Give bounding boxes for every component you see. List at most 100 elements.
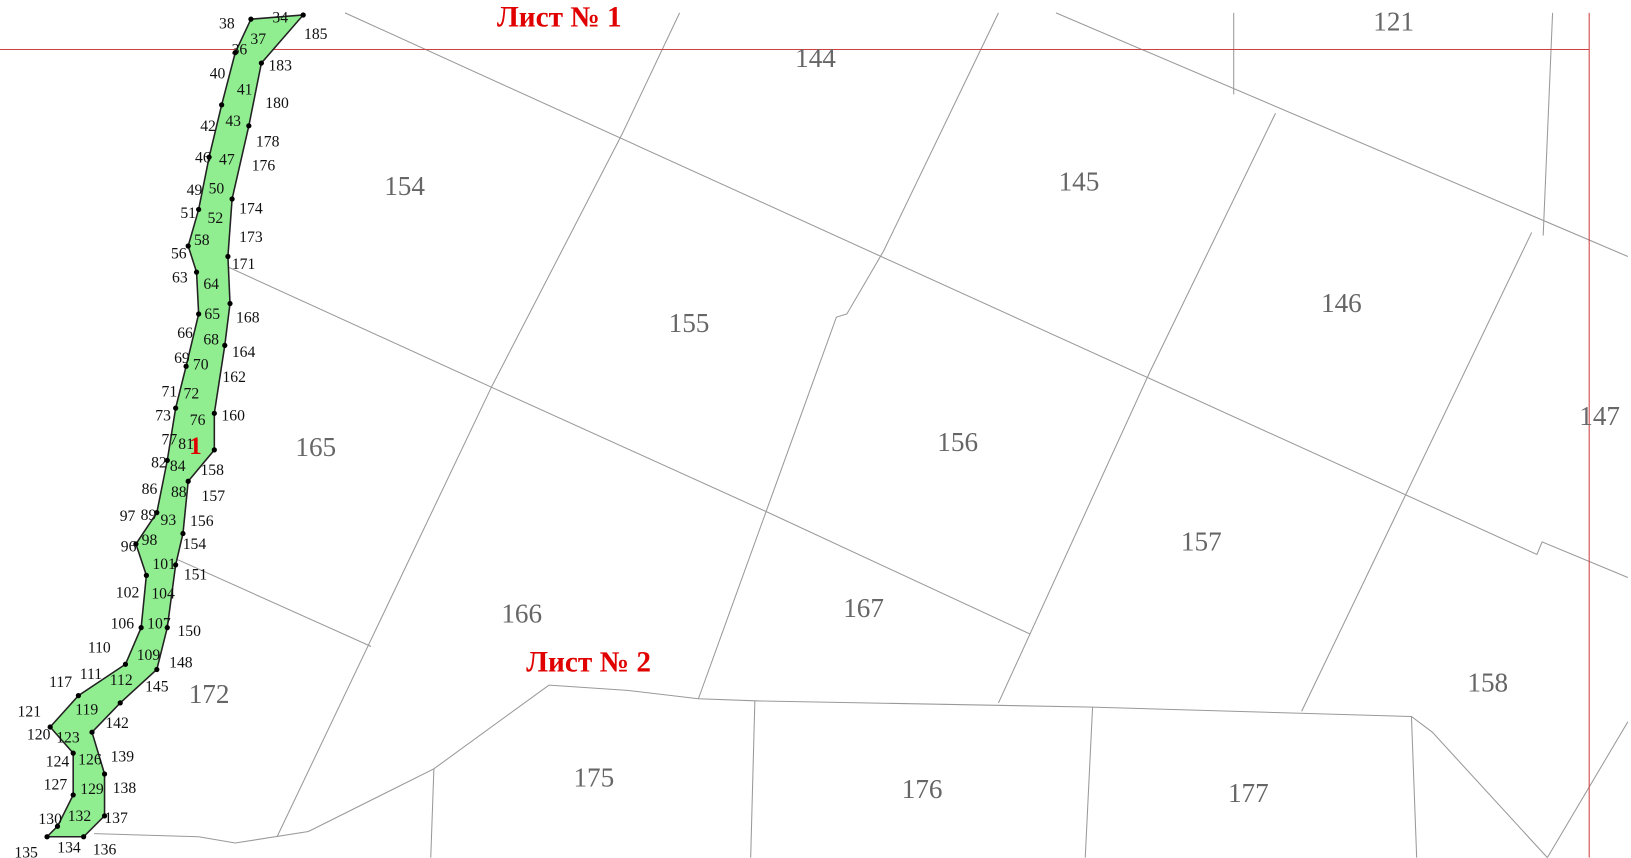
parcel-number: 146 (1321, 288, 1362, 318)
point-number: 160 (221, 408, 245, 425)
point-number: 158 (200, 462, 224, 479)
point-number: 96 (121, 538, 137, 555)
point-number: 63 (172, 270, 188, 287)
point-number: 42 (200, 118, 216, 135)
point-number: 171 (232, 256, 256, 273)
boundary-point (222, 342, 228, 348)
point-number: 121 (18, 704, 42, 721)
point-number: 168 (236, 309, 260, 326)
point-number: 34 (272, 9, 288, 26)
point-number: 136 (93, 842, 117, 858)
boundary-point (211, 447, 217, 453)
point-number: 127 (44, 777, 68, 794)
point-number: 112 (110, 672, 133, 689)
point-number: 119 (75, 701, 98, 718)
point-number: 120 (27, 727, 51, 744)
point-number: 142 (105, 715, 129, 732)
parcel-number: 172 (189, 679, 230, 709)
boundary-point (211, 410, 217, 416)
parcel-number: 165 (295, 432, 336, 462)
point-number: 49 (187, 182, 203, 199)
parcel-number: 154 (384, 171, 425, 201)
parcel-number: 121 (1373, 7, 1414, 37)
boundary-point (101, 813, 108, 819)
point-number: 129 (80, 781, 104, 798)
point-number: 151 (184, 567, 208, 584)
boundary-point (193, 269, 200, 275)
boundary-point (44, 834, 50, 840)
point-number: 56 (171, 246, 187, 263)
boundary-point (206, 154, 212, 160)
parcel-number: 177 (1228, 778, 1269, 808)
point-number: 71 (162, 384, 178, 401)
point-number: 145 (145, 678, 169, 695)
boundary-point (89, 729, 95, 735)
point-number: 36 (232, 42, 248, 59)
parcel-number: 147 (1579, 401, 1620, 431)
parcel-number: 167 (843, 593, 884, 623)
boundary-point (173, 405, 179, 411)
point-number: 69 (174, 350, 190, 367)
point-number: 82 (151, 455, 167, 472)
point-number: 157 (202, 488, 226, 505)
point-number: 134 (57, 839, 81, 856)
point-number: 89 (141, 507, 157, 524)
point-number: 88 (171, 484, 187, 501)
point-number: 46 (195, 149, 211, 166)
point-number: 76 (190, 412, 206, 429)
boundary-point (232, 50, 238, 56)
point-number: 93 (160, 512, 176, 529)
boundary-point (154, 510, 160, 516)
boundary-point (70, 750, 76, 756)
boundary-point (117, 700, 123, 706)
point-number: 98 (142, 532, 158, 549)
boundary-point (227, 300, 233, 307)
point-number: 139 (111, 748, 135, 765)
point-number: 104 (151, 585, 175, 602)
boundary-point (133, 541, 139, 547)
sheet-label: Лист № 2 (526, 647, 651, 679)
point-number: 164 (232, 344, 256, 361)
boundary-point (225, 253, 231, 260)
point-number: 162 (222, 369, 246, 386)
boundary-point (248, 16, 254, 22)
parcel-boundaries (0, 12, 1629, 858)
boundary-point (258, 60, 264, 66)
point-number: 106 (111, 616, 135, 633)
point-number: 173 (239, 229, 263, 246)
boundary-point (70, 792, 76, 798)
point-number: 64 (203, 276, 219, 293)
boundary-point (54, 823, 61, 829)
point-number: 58 (194, 232, 210, 249)
parcel-number: 157 (1181, 526, 1222, 556)
parcel-number: 175 (573, 763, 614, 793)
point-number: 138 (113, 780, 137, 797)
point-number: 77 (162, 432, 178, 449)
point-number: 101 (152, 556, 176, 573)
point-number: 38 (219, 16, 235, 33)
parcel-number: 155 (669, 308, 710, 338)
point-number: 109 (137, 647, 161, 664)
point-number: 40 (210, 66, 226, 83)
boundary-point (185, 478, 191, 484)
boundary-point (75, 692, 82, 699)
parcel-number: 145 (1059, 167, 1100, 197)
boundary-point (183, 363, 189, 369)
point-number: 110 (88, 640, 111, 657)
point-number: 156 (190, 513, 214, 530)
point-number: 97 (120, 508, 136, 525)
boundary-point (300, 12, 306, 18)
point-number: 111 (80, 666, 102, 683)
point-number: 68 (203, 331, 219, 348)
boundary-point (185, 243, 191, 249)
parcel-number: 158 (1467, 667, 1508, 697)
boundary-point (164, 457, 170, 463)
boundary-point (246, 123, 252, 129)
sheet-label: Лист № 1 (497, 1, 622, 33)
boundary-point (138, 625, 144, 631)
boundary-point (196, 311, 202, 317)
point-number: 43 (225, 113, 241, 130)
parcel-number: 166 (501, 598, 542, 628)
